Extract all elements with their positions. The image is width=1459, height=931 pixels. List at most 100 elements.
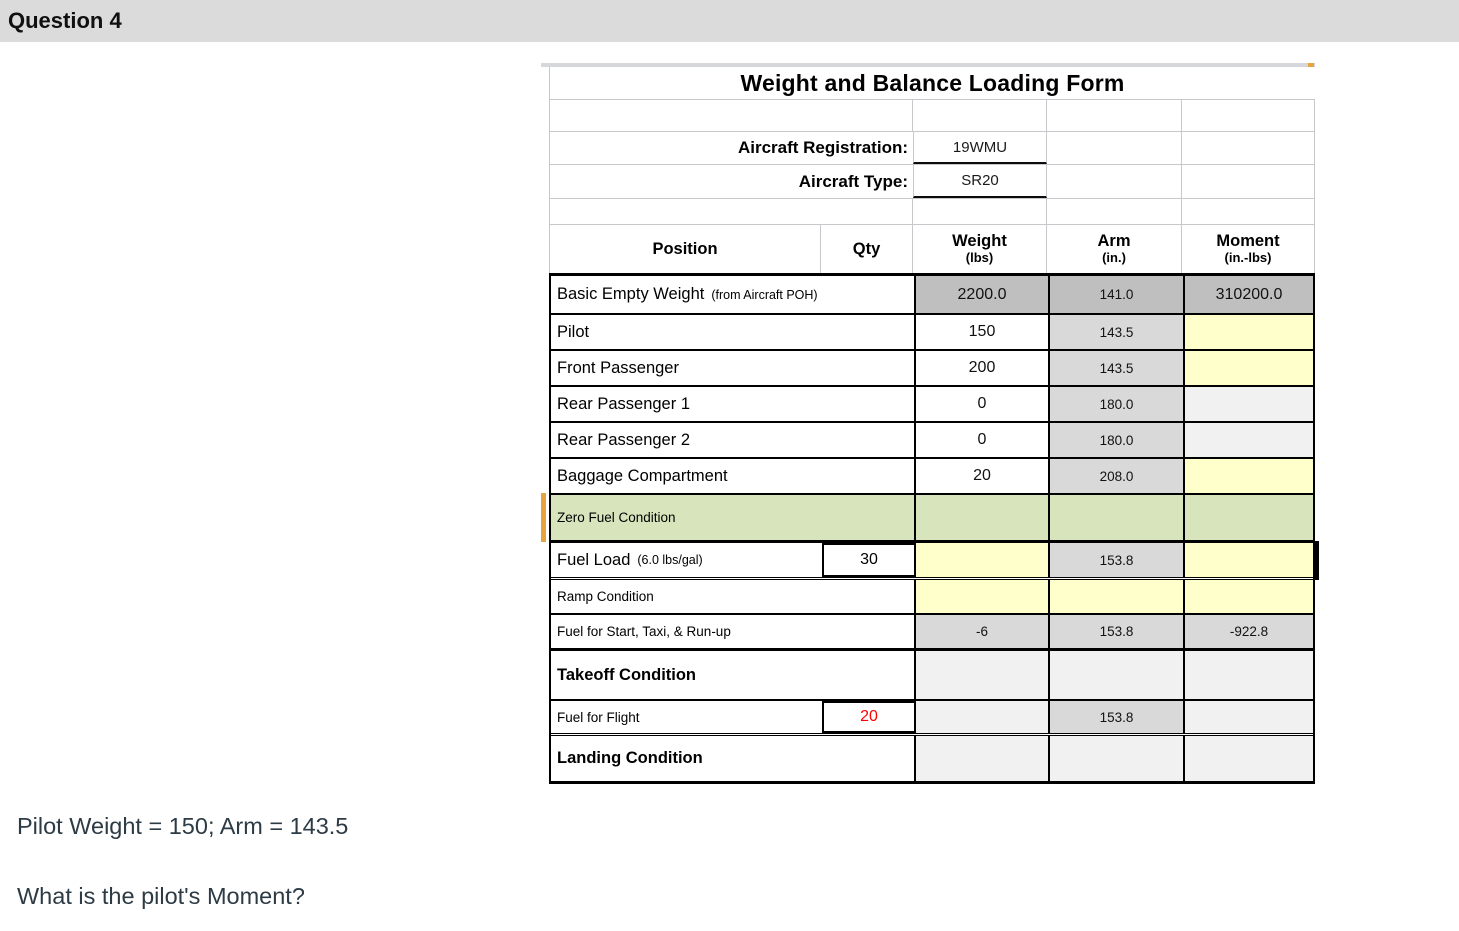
baggage-compartment-weight: 20	[914, 459, 1048, 493]
table-row-pilot: Pilot 150 143.5	[551, 315, 1313, 351]
pilot-label: Pilot	[551, 315, 914, 349]
landing-condition-moment	[1183, 736, 1313, 781]
ramp-condition-label: Ramp Condition	[551, 580, 914, 613]
table-row-landing-condition: Landing Condition	[551, 736, 1313, 781]
front-passenger-label: Front Passenger	[551, 351, 914, 385]
registration-row: Aircraft Registration: 19WMU	[550, 132, 1315, 165]
takeoff-condition-label-text: Takeoff Condition	[557, 665, 697, 684]
front-passenger-label-text: Front Passenger	[557, 358, 679, 377]
question-header-bar: Question 4	[0, 0, 1459, 42]
loading-form-table: Basic Empty Weight (from Aircraft POH) 220…	[541, 273, 1319, 784]
zero-fuel-condition-moment	[1183, 495, 1313, 540]
takeoff-condition-label: Takeoff Condition	[551, 651, 914, 699]
fuel-load-moment	[1183, 541, 1319, 580]
front-passenger-moment	[1183, 351, 1313, 385]
rear-passenger-2-moment	[1183, 423, 1313, 457]
fuel-for-flight-qty: 20	[822, 701, 914, 733]
baggage-compartment-label: Baggage Compartment	[551, 459, 914, 493]
ramp-condition-label-text: Ramp Condition	[557, 589, 654, 604]
table-row-rear-passenger-2: Rear Passenger 2 0 180.0	[551, 423, 1313, 459]
question-given-values: Pilot Weight = 150; Arm = 143.5	[17, 813, 349, 839]
baggage-compartment-label-text: Baggage Compartment	[557, 466, 728, 485]
rear-passenger-2-label-text: Rear Passenger 2	[557, 430, 690, 449]
table-row-rear-passenger-1: Rear Passenger 1 0 180.0	[551, 387, 1313, 423]
column-header-weight: Weight (lbs)	[913, 225, 1047, 273]
table-row-zero-fuel-condition: Zero Fuel Condition	[541, 493, 1313, 543]
fuel-start-moment: -922.8	[1183, 615, 1313, 648]
fuel-load-note: (6.0 lbs/gal)	[637, 553, 703, 567]
ramp-condition-weight	[914, 580, 1048, 613]
ramp-condition-moment	[1183, 580, 1313, 613]
zero-fuel-condition-label-text: Zero Fuel Condition	[557, 510, 676, 525]
pilot-moment	[1183, 315, 1313, 349]
pilot-arm: 143.5	[1048, 315, 1183, 349]
form-title: Weight and Balance Loading Form	[740, 69, 1125, 96]
question-prompt: What is the pilot's Moment?	[17, 883, 305, 909]
fuel-for-flight-label-text: Fuel for Flight	[557, 709, 640, 725]
table-row-ramp-condition: Ramp Condition	[551, 580, 1313, 615]
zero-fuel-condition-arm	[1048, 495, 1183, 540]
table-row-fuel-load: Fuel Load (6.0 lbs/gal) 30 153.8	[551, 541, 1319, 580]
table-row-baggage-compartment: Baggage Compartment 20 208.0	[551, 459, 1313, 495]
registration-value: 19WMU	[913, 132, 1047, 164]
column-header-moment: Moment (in.-lbs)	[1182, 225, 1315, 273]
table-header-row: Position Qty Weight (lbs) Arm (in.) Mome…	[550, 225, 1315, 273]
basic-empty-weight-weight: 2200.0	[914, 276, 1048, 313]
landing-condition-arm	[1048, 736, 1183, 781]
takeoff-condition-moment	[1183, 651, 1313, 699]
aircraft-type-row: Aircraft Type: SR20	[550, 165, 1315, 199]
aircraft-type-value: SR20	[913, 165, 1047, 198]
table-row-front-passenger: Front Passenger 200 143.5	[551, 351, 1313, 387]
baggage-compartment-arm: 208.0	[1048, 459, 1183, 493]
column-header-arm: Arm (in.)	[1047, 225, 1182, 273]
orange-tick-icon	[1308, 63, 1314, 67]
rear-passenger-1-moment	[1183, 387, 1313, 421]
column-header-qty: Qty	[852, 239, 881, 258]
ramp-condition-arm	[1048, 580, 1183, 613]
zero-fuel-condition-weight	[914, 495, 1048, 540]
rear-passenger-2-label: Rear Passenger 2	[551, 423, 914, 457]
landing-condition-label: Landing Condition	[551, 736, 914, 781]
question-title: Question 4	[8, 8, 122, 33]
fuel-start-weight: -6	[914, 615, 1048, 648]
pilot-weight: 150	[914, 315, 1048, 349]
column-header-position: Position	[652, 239, 718, 258]
fuel-start-label: Fuel for Start, Taxi, & Run-up	[551, 615, 914, 648]
aircraft-type-label: Aircraft Type:	[798, 171, 908, 191]
rear-passenger-1-arm: 180.0	[1048, 387, 1183, 421]
fuel-for-flight-weight	[914, 701, 1048, 733]
form-title-row: Weight and Balance Loading Form	[550, 67, 1315, 100]
basic-empty-weight-arm: 141.0	[1048, 276, 1183, 313]
front-passenger-weight: 200	[914, 351, 1048, 385]
rear-passenger-1-weight: 0	[914, 387, 1048, 421]
rear-passenger-1-label: Rear Passenger 1	[551, 387, 914, 421]
landing-condition-label-text: Landing Condition	[557, 749, 703, 767]
basic-empty-weight-label-text: Basic Empty Weight	[557, 285, 705, 303]
fuel-for-flight-label: Fuel for Flight	[551, 701, 822, 733]
rear-passenger-2-weight: 0	[914, 423, 1048, 457]
sheet-crop-strip	[541, 63, 1315, 67]
fuel-start-label-text: Fuel for Start, Taxi, & Run-up	[557, 624, 731, 639]
table-row-fuel-for-flight: Fuel for Flight 20 153.8	[551, 701, 1313, 736]
basic-empty-weight-moment: 310200.0	[1183, 276, 1313, 313]
fuel-load-qty: 30	[822, 543, 914, 577]
blank-row	[550, 100, 1315, 132]
takeoff-condition-weight	[914, 651, 1048, 699]
fuel-load-weight	[914, 543, 1048, 577]
baggage-compartment-moment	[1183, 459, 1313, 493]
takeoff-condition-arm	[1048, 651, 1183, 699]
landing-condition-weight	[914, 736, 1048, 781]
fuel-start-arm: 153.8	[1048, 615, 1183, 648]
fuel-load-arm: 153.8	[1048, 543, 1183, 577]
registration-label: Aircraft Registration:	[737, 138, 908, 157]
blank-row	[550, 199, 1315, 225]
zero-fuel-condition-label: Zero Fuel Condition	[551, 495, 914, 540]
table-row-basic-empty-weight: Basic Empty Weight (from Aircraft POH) 220…	[551, 276, 1313, 315]
fuel-for-flight-arm: 153.8	[1048, 701, 1183, 733]
loading-form-screenshot: Weight and Balance Loading Form Aircraft…	[541, 63, 1319, 784]
pilot-label-text: Pilot	[557, 322, 590, 341]
table-row-fuel-start: Fuel for Start, Taxi, & Run-up -6 153.8 -92…	[551, 615, 1313, 651]
basic-empty-weight-label: Basic Empty Weight (from Aircraft POH)	[551, 276, 914, 313]
fuel-for-flight-moment	[1183, 701, 1313, 733]
basic-empty-weight-note: (from Aircraft POH)	[711, 287, 818, 302]
